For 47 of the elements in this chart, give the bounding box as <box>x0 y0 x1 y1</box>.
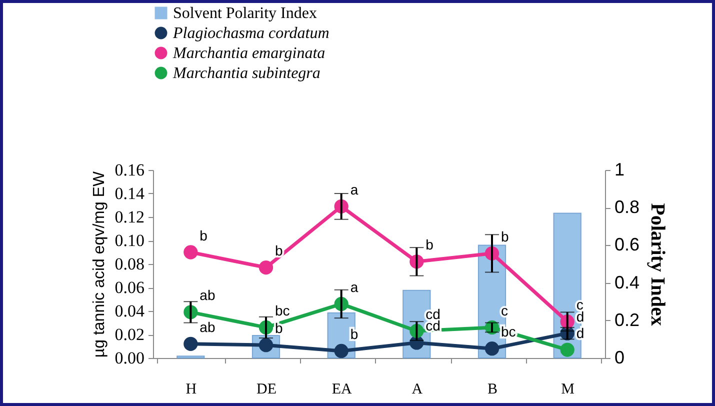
y2-tick-label: 0.8 <box>614 197 640 218</box>
y-tick-label: 0.06 <box>114 278 144 297</box>
y2-tick-label: 0.4 <box>614 272 640 292</box>
legend-label: Plagiochasma cordatum <box>172 25 330 42</box>
annotation: a <box>350 181 358 198</box>
x-tick-label: H <box>186 382 197 398</box>
point <box>184 245 198 260</box>
x-tick-label: M <box>561 382 575 398</box>
annotation: bc <box>275 302 290 318</box>
point <box>560 342 574 357</box>
legend-label: Marchantia subintegra <box>172 65 320 82</box>
annotation: c <box>501 302 508 318</box>
y-tick-label: 0.14 <box>114 184 145 203</box>
y-tick-label: 0.00 <box>114 348 144 368</box>
y-tick-label: 0.08 <box>114 254 144 274</box>
annotation: b <box>350 326 358 342</box>
y2-tick-label: 0 <box>614 348 625 368</box>
annotation: d <box>576 324 584 341</box>
point <box>334 344 348 358</box>
legend-label: Marchantia emarginata <box>172 45 326 62</box>
y-tick-label: 0.04 <box>114 302 145 320</box>
y-tick-label: 0.02 <box>114 325 144 344</box>
y-tick-label: 0.12 <box>114 208 144 226</box>
x-tick-label: EA <box>332 382 352 398</box>
annotation: b <box>501 228 509 244</box>
legend-label: Solvent Polarity Index <box>173 5 317 22</box>
point <box>258 260 274 275</box>
annotation: ab <box>200 287 216 304</box>
annotation: ab <box>200 318 216 335</box>
y2-axis-title: Polarity Index <box>646 203 669 326</box>
annotation: b <box>275 242 283 259</box>
y-tick-label: 0.10 <box>114 231 144 250</box>
y2-tick-label: 0.2 <box>614 310 640 330</box>
y2-tick-label: 1 <box>614 160 625 180</box>
x-tick-label: DE <box>256 382 276 398</box>
y2-tick-label: 0.6 <box>614 234 640 255</box>
annotation: b <box>200 227 208 244</box>
point <box>184 336 198 351</box>
x-tick-label: A <box>412 382 423 398</box>
y-axis-title: µg tannic acid eqv/mg EW <box>90 170 108 358</box>
x-tick-label: B <box>487 382 498 398</box>
y-tick-label: 0.16 <box>114 160 144 180</box>
annotation: cd <box>426 306 440 322</box>
point <box>484 342 500 356</box>
annotation: b <box>426 236 434 253</box>
annotation: a <box>350 278 358 295</box>
annotation: b <box>275 320 283 336</box>
